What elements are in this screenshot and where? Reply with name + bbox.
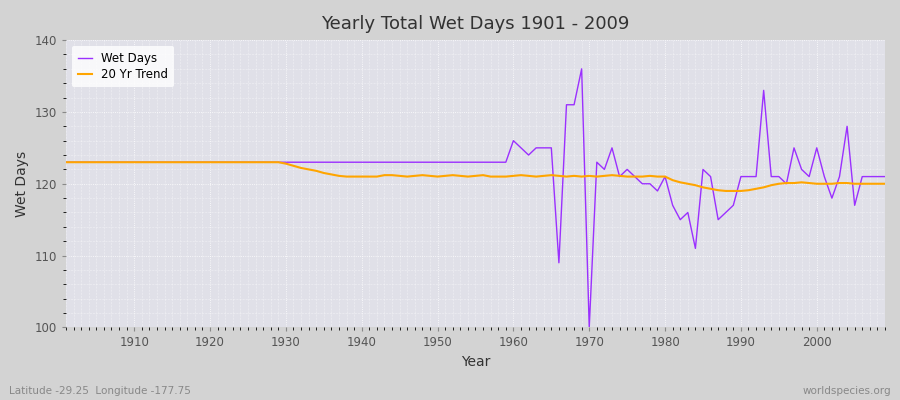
Text: Latitude -29.25  Longitude -177.75: Latitude -29.25 Longitude -177.75 [9, 386, 191, 396]
20 Yr Trend [60, 160, 71, 165]
Line: Wet Days: Wet Days [66, 69, 885, 328]
Wet Days [122, 160, 132, 165]
20 Yr Trend [334, 174, 345, 178]
Wet Days [508, 138, 518, 143]
20 Yr Trend [500, 174, 511, 179]
Y-axis label: Wet Days: Wet Days [15, 151, 29, 217]
X-axis label: Year: Year [461, 355, 491, 369]
20 Yr Trend [288, 164, 299, 168]
20 Yr Trend [720, 188, 731, 193]
Wet Days [879, 174, 890, 179]
20 Yr Trend [599, 174, 610, 178]
Wet Days [614, 174, 625, 179]
Wet Days [288, 160, 299, 165]
Text: worldspecies.org: worldspecies.org [803, 386, 891, 396]
Wet Days [334, 160, 345, 165]
Wet Days [584, 325, 595, 330]
Line: 20 Yr Trend: 20 Yr Trend [66, 162, 885, 191]
Wet Days [500, 160, 511, 165]
20 Yr Trend [508, 174, 518, 178]
Title: Yearly Total Wet Days 1901 - 2009: Yearly Total Wet Days 1901 - 2009 [321, 15, 630, 33]
Wet Days [576, 66, 587, 71]
Wet Days [60, 160, 71, 165]
20 Yr Trend [879, 181, 890, 186]
20 Yr Trend [122, 160, 132, 165]
Legend: Wet Days, 20 Yr Trend: Wet Days, 20 Yr Trend [72, 46, 175, 87]
